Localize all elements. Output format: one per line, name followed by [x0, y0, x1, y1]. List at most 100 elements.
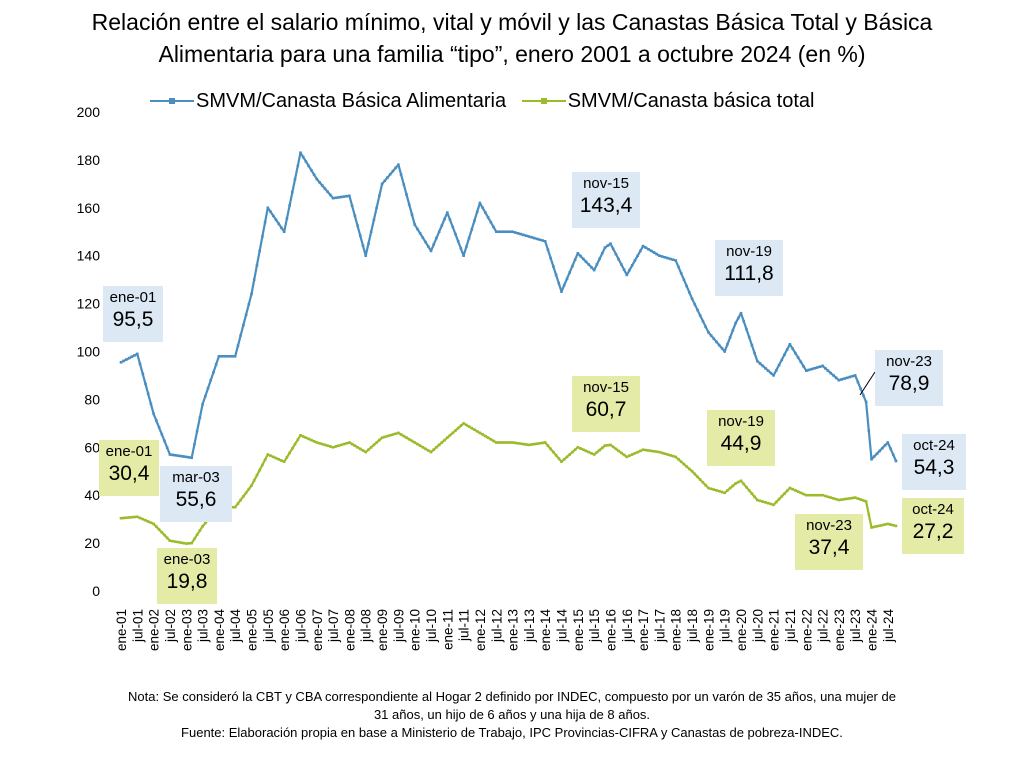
series-marker: [802, 492, 805, 496]
series-marker: [263, 458, 267, 461]
annotation-date: mar-03: [172, 469, 220, 486]
series-marker: [538, 442, 542, 445]
series-marker: [807, 368, 811, 372]
series-marker: [837, 498, 841, 502]
series-marker: [353, 444, 357, 447]
series-marker: [807, 493, 811, 497]
series-marker: [146, 392, 150, 396]
series-marker: [677, 458, 680, 461]
series-marker: [429, 249, 433, 253]
series-marker: [775, 500, 778, 504]
series-marker: [312, 440, 316, 443]
series-marker: [413, 223, 416, 226]
series-marker: [611, 445, 615, 449]
series-marker: [647, 449, 650, 452]
series-marker: [598, 257, 601, 261]
series-marker: [157, 528, 161, 531]
x-tick-label: jul-12: [489, 609, 504, 643]
series-marker: [886, 522, 890, 526]
series-marker: [459, 424, 463, 427]
series-marker: [652, 450, 656, 453]
series-marker: [818, 493, 822, 497]
series-marker: [503, 441, 506, 444]
fuente-line: Fuente: Elaboración propia en base a Min…: [181, 725, 843, 740]
series-marker: [639, 449, 642, 453]
series-marker: [296, 438, 300, 441]
series-marker: [244, 491, 248, 495]
series-marker: [620, 263, 623, 266]
series-marker: [223, 355, 226, 358]
series-marker: [709, 487, 713, 491]
series-marker: [261, 235, 264, 238]
x-tick-label: jul-22: [816, 609, 831, 643]
x-tick-label: ene-20: [734, 609, 749, 651]
series-marker: [560, 460, 563, 463]
series-marker: [753, 351, 756, 355]
annotation-box: nov-19 44,9: [707, 410, 775, 466]
series-marker: [614, 252, 618, 256]
series-marker: [663, 452, 667, 455]
legend-label-cbt: SMVM/Canasta básica total: [567, 89, 815, 112]
series-marker: [541, 239, 544, 242]
series-marker: [168, 453, 172, 456]
series-marker: [726, 343, 729, 346]
series-marker: [603, 246, 607, 249]
series-marker: [179, 454, 183, 458]
series-marker: [397, 163, 400, 166]
series-marker: [495, 230, 498, 233]
chart-title-line-2: Alimentaria para una familia “tipo”, ene…: [158, 41, 866, 67]
series-marker: [856, 497, 860, 500]
series-marker: [682, 462, 686, 466]
annotation-date: nov-23: [806, 517, 852, 534]
series-marker: [658, 254, 661, 257]
series-marker: [315, 441, 319, 444]
series-marker: [291, 447, 294, 450]
series-marker: [448, 434, 452, 437]
series-marker: [698, 478, 702, 481]
series-marker: [658, 450, 661, 454]
series-marker: [519, 232, 522, 236]
annotation-date: ene-03: [163, 551, 211, 568]
series-marker: [337, 444, 340, 447]
series-marker: [881, 446, 884, 450]
series-marker: [862, 499, 865, 502]
series-marker: [516, 232, 520, 235]
series-marker: [435, 446, 438, 449]
x-tick-label: ene-02: [147, 609, 162, 651]
annotation-date: nov-15: [583, 175, 629, 192]
series-marker: [242, 323, 245, 327]
x-tick-label: ene-12: [473, 609, 488, 651]
series-marker: [723, 491, 726, 495]
series-marker: [383, 179, 387, 182]
series-marker: [522, 442, 525, 446]
series-marker: [326, 444, 329, 447]
series-marker: [185, 542, 188, 545]
series-marker: [231, 505, 234, 509]
series-marker: [824, 367, 827, 370]
series-marker: [622, 268, 626, 271]
series-marker: [630, 453, 634, 456]
series-marker: [834, 376, 838, 380]
series-marker: [252, 278, 256, 281]
series-marker: [859, 498, 862, 501]
y-tick-label: 100: [77, 344, 101, 360]
series-marker: [815, 366, 819, 369]
series-marker: [568, 271, 571, 274]
series-marker: [424, 240, 427, 244]
series-marker: [182, 541, 185, 545]
series-marker: [190, 541, 193, 545]
series-marker: [799, 360, 803, 364]
series-marker: [122, 516, 125, 520]
series-marker: [530, 236, 533, 239]
series-marker: [571, 450, 574, 454]
series-marker: [410, 439, 414, 443]
annotation-box: nov-19 111,8: [715, 240, 783, 296]
series-marker: [212, 371, 215, 374]
y-tick-label: 120: [77, 296, 101, 312]
series-marker: [690, 297, 694, 301]
series-marker: [595, 263, 599, 266]
series-marker: [413, 441, 416, 444]
series-marker: [617, 258, 620, 261]
series-marker: [853, 374, 857, 377]
series-marker: [666, 256, 669, 260]
